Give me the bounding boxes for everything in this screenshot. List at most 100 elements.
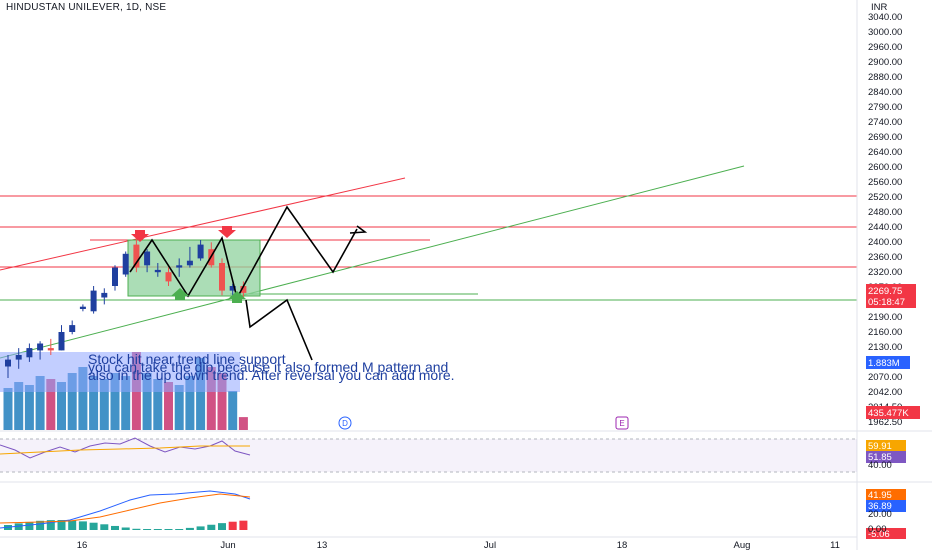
rsi-line[interactable] xyxy=(0,437,251,459)
volume-bar xyxy=(228,391,238,430)
volume-bar xyxy=(78,367,88,430)
price-tick: 2440.00 xyxy=(868,222,902,233)
pattern-box[interactable] xyxy=(127,239,261,297)
volume-bar xyxy=(153,379,163,430)
earnings-marker-label: E xyxy=(619,419,624,428)
price-tick: 2640.00 xyxy=(868,147,902,158)
price-tick: 2480.00 xyxy=(868,207,902,218)
macd-axis-20: 20.00 xyxy=(868,509,892,520)
candle-body[interactable] xyxy=(26,348,33,358)
sell-arrow-icon xyxy=(218,226,236,238)
candle-body[interactable] xyxy=(47,348,54,351)
time-tick: Jun xyxy=(220,540,235,550)
m-pattern-path[interactable] xyxy=(129,205,358,301)
macd-hist-bar xyxy=(239,520,248,530)
time-tick: 16 xyxy=(77,540,88,550)
macd-hist-bar xyxy=(175,529,184,530)
candle-body[interactable] xyxy=(122,253,129,275)
time-tick: Jul xyxy=(484,540,496,550)
volume-bar xyxy=(206,367,216,430)
chart-title: HINDUSTAN UNILEVER, 1D, NSE xyxy=(6,2,167,13)
candle-body[interactable] xyxy=(79,306,86,309)
candle-body[interactable] xyxy=(197,244,204,259)
volume-bar xyxy=(67,373,77,430)
volume-bar xyxy=(35,376,45,430)
macd-hist-bar xyxy=(89,522,98,530)
price-tick: 3000.00 xyxy=(868,27,902,38)
macd-hist-bar xyxy=(111,525,119,530)
volume-bar xyxy=(14,382,24,430)
volume-bar xyxy=(24,385,34,430)
time-tick: 13 xyxy=(317,540,328,550)
macd-axis-0: 0.00 xyxy=(868,524,887,535)
candle-body[interactable] xyxy=(37,343,44,351)
rsi-axis-40: 40.00 xyxy=(868,460,892,471)
candle-body[interactable] xyxy=(144,251,151,266)
candlesticks xyxy=(5,237,247,378)
earnings-marker[interactable]: E xyxy=(615,416,629,430)
volume-bar xyxy=(89,376,99,430)
drop-scenario-path[interactable] xyxy=(245,298,313,361)
countdown: 05:18:47 xyxy=(868,297,905,308)
macd-hist-bar xyxy=(68,520,77,530)
price-tick: 2600.00 xyxy=(868,162,902,173)
candle-body[interactable] xyxy=(5,359,11,367)
candle-body[interactable] xyxy=(186,260,193,266)
candle-body[interactable] xyxy=(154,269,161,273)
candle-body[interactable] xyxy=(112,267,118,286)
candle-body[interactable] xyxy=(229,286,236,291)
candle-body[interactable] xyxy=(58,332,65,351)
volume-bar xyxy=(99,379,109,430)
price-tick: 2130.00 xyxy=(868,342,902,353)
time-axis[interactable]: 16 Jun 13 Jul 18 Aug 11 xyxy=(77,540,840,550)
volume-bar xyxy=(174,385,184,430)
time-tick: 11 xyxy=(830,540,840,550)
candle-body[interactable] xyxy=(101,292,108,298)
macd-hist-bar xyxy=(100,524,109,530)
currency-label: INR xyxy=(871,2,888,13)
candle-body[interactable] xyxy=(240,286,247,293)
volume-value: 435.477K xyxy=(868,408,909,419)
macd-hist-bar xyxy=(36,520,45,530)
candle-body[interactable] xyxy=(69,325,76,332)
signal-line[interactable] xyxy=(0,493,251,524)
macd-hist-bar xyxy=(121,527,130,530)
price-tick: 2740.00 xyxy=(868,117,902,128)
price-tick: 2960.00 xyxy=(868,42,902,53)
candle-body[interactable] xyxy=(165,272,172,282)
annotation-line-2[interactable]: you can take the dip because it also for… xyxy=(88,359,448,375)
price-tick: 2520.00 xyxy=(868,192,902,203)
rsi-band xyxy=(0,439,857,472)
support-levels xyxy=(0,165,857,359)
macd-hist-bar xyxy=(196,526,205,530)
rsi-value: 59.91 xyxy=(868,441,892,452)
candle-body[interactable] xyxy=(90,290,97,312)
price-tick: 2880.00 xyxy=(868,72,902,83)
candle-body[interactable] xyxy=(219,263,225,291)
price-tick: 2400.00 xyxy=(868,237,902,248)
price-tick: 2360.00 xyxy=(868,252,902,263)
macd-badge: 41.95 36.89 -5.06 xyxy=(866,489,906,540)
candle-body[interactable] xyxy=(133,244,140,268)
volume-bar xyxy=(164,382,173,430)
macd-hist-bar xyxy=(46,520,55,530)
annotation-line-1[interactable]: Stock hit near trend line support xyxy=(88,351,286,367)
macd-hist-bar xyxy=(218,523,226,530)
rsi-badge: 59.91 51.85 xyxy=(866,440,906,463)
macd-hist-bar xyxy=(185,527,194,530)
candle-body[interactable] xyxy=(15,355,22,360)
macd-hist-bar xyxy=(57,520,66,530)
annotation-line-3[interactable]: also in the up down trend. After reversa… xyxy=(88,367,455,383)
macd-hist-bar xyxy=(153,529,162,530)
upper-trend-line[interactable] xyxy=(0,177,406,271)
last-price: 2269.75 xyxy=(868,286,902,297)
m-pattern-arrowhead xyxy=(349,225,368,234)
dividend-marker[interactable]: D xyxy=(338,416,352,430)
candle-body[interactable] xyxy=(176,265,183,268)
up-trend-line[interactable] xyxy=(0,165,745,359)
buy-arrow-icon xyxy=(228,291,246,303)
price-tick: 2690.00 xyxy=(868,132,902,143)
price-badge: 2269.75 05:18:47 xyxy=(866,284,916,308)
rsi-ma-line[interactable] xyxy=(0,445,250,455)
